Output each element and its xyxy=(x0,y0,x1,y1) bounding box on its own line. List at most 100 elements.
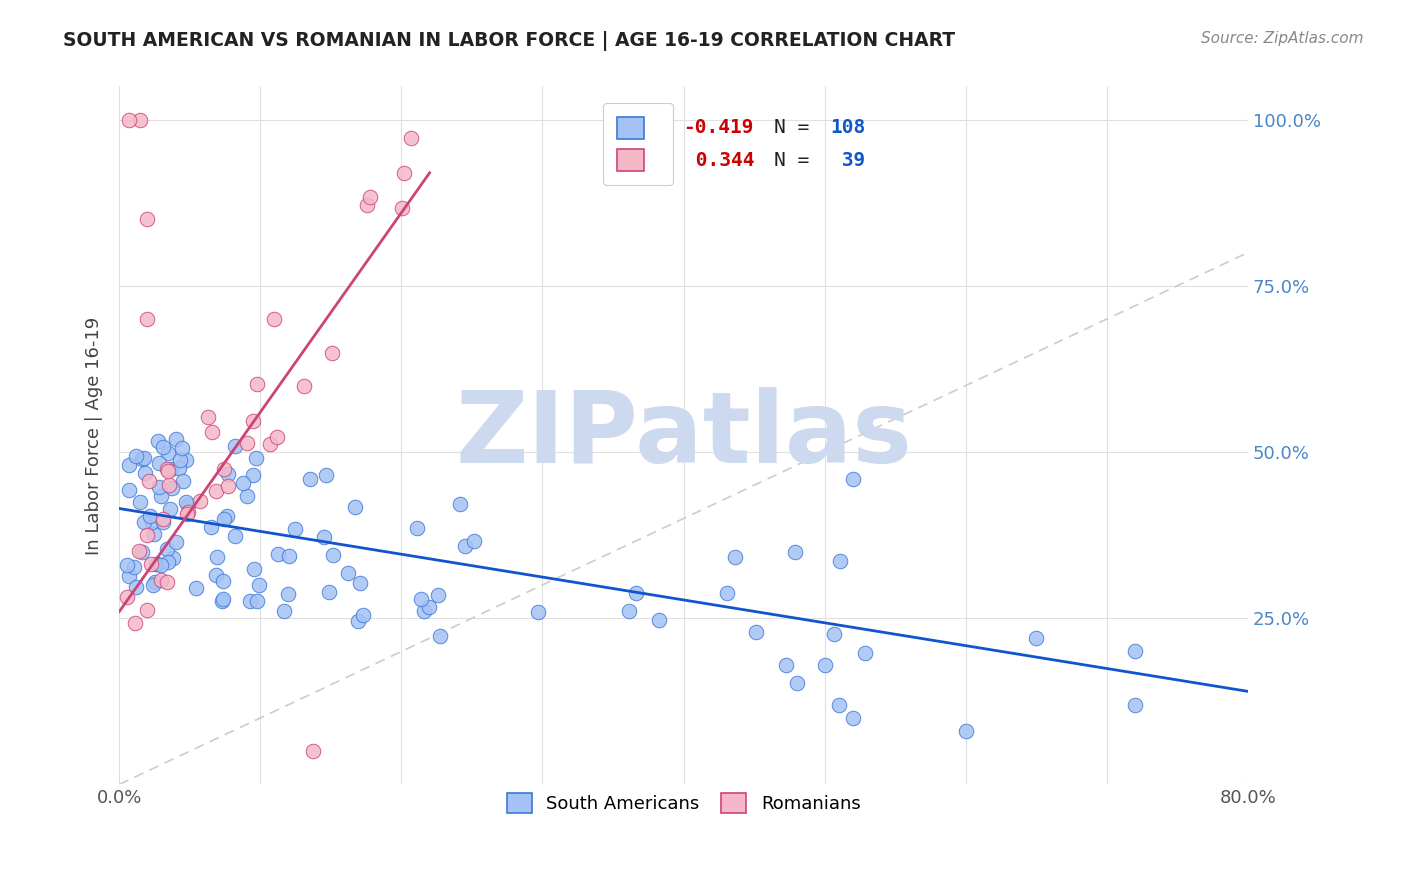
Point xyxy=(128,495,150,509)
Point xyxy=(312,530,335,544)
Point xyxy=(453,539,475,553)
Point xyxy=(236,435,259,450)
Point xyxy=(159,501,181,516)
Text: Source: ZipAtlas.com: Source: ZipAtlas.com xyxy=(1201,31,1364,46)
Point xyxy=(115,558,138,573)
Point xyxy=(842,711,865,725)
Point xyxy=(247,578,270,592)
Point xyxy=(277,587,299,601)
Point xyxy=(724,550,747,565)
Point xyxy=(157,478,180,492)
Point xyxy=(783,545,806,559)
Point xyxy=(188,494,211,508)
Point xyxy=(648,613,671,627)
Point xyxy=(239,594,262,608)
Point xyxy=(201,425,224,439)
Point xyxy=(259,437,281,451)
Point xyxy=(156,574,179,589)
Point xyxy=(217,467,239,482)
Point xyxy=(429,629,451,643)
Point xyxy=(224,529,246,543)
Point xyxy=(263,311,285,326)
Point xyxy=(125,580,148,594)
Point xyxy=(148,434,170,449)
Point xyxy=(617,604,640,618)
Point xyxy=(138,474,160,488)
Text: -0.419: -0.419 xyxy=(683,118,754,136)
Point xyxy=(352,607,374,622)
Point xyxy=(200,520,222,534)
Point xyxy=(135,212,157,227)
Point xyxy=(134,467,156,481)
Point xyxy=(152,441,174,455)
Point xyxy=(266,430,288,444)
Point xyxy=(1025,631,1047,645)
Point xyxy=(786,676,808,690)
Point xyxy=(167,461,190,475)
Point xyxy=(427,588,450,602)
Point xyxy=(392,166,415,180)
Point xyxy=(463,534,485,549)
Point xyxy=(315,467,337,482)
Point xyxy=(232,475,254,490)
Point xyxy=(156,555,179,569)
Point xyxy=(128,544,150,558)
Point xyxy=(215,508,238,523)
Point xyxy=(125,449,148,463)
Point xyxy=(136,528,159,542)
Point xyxy=(321,346,343,360)
Point xyxy=(1123,698,1146,712)
Text: N =: N = xyxy=(773,118,821,136)
Point xyxy=(150,574,173,588)
Text: N =: N = xyxy=(773,151,821,169)
Point xyxy=(292,378,315,392)
Point xyxy=(139,509,162,524)
Point xyxy=(136,603,159,617)
Point xyxy=(141,515,163,529)
Point xyxy=(955,724,977,739)
Point xyxy=(853,646,876,660)
Point xyxy=(176,508,198,522)
Point xyxy=(174,452,197,467)
Point xyxy=(118,458,141,473)
Point xyxy=(132,451,155,466)
Point xyxy=(159,462,181,476)
Text: SOUTH AMERICAN VS ROMANIAN IN LABOR FORCE | AGE 16-19 CORRELATION CHART: SOUTH AMERICAN VS ROMANIAN IN LABOR FORC… xyxy=(63,31,956,51)
Point xyxy=(267,547,290,561)
Point xyxy=(135,312,157,326)
Point xyxy=(418,599,440,614)
Point xyxy=(284,523,307,537)
Point xyxy=(322,548,344,562)
Point xyxy=(156,464,179,478)
Point xyxy=(243,562,266,576)
Point xyxy=(176,498,198,512)
Point xyxy=(527,605,550,619)
Point xyxy=(146,558,169,572)
Point xyxy=(176,505,198,519)
Point xyxy=(118,568,141,582)
Point xyxy=(142,578,165,592)
Point xyxy=(245,451,267,466)
Point xyxy=(197,409,219,424)
Point xyxy=(359,190,381,204)
Point xyxy=(132,515,155,529)
Point xyxy=(775,658,797,673)
Point xyxy=(124,615,146,630)
Point xyxy=(184,581,207,595)
Point xyxy=(152,512,174,526)
Text: R =: R = xyxy=(621,118,668,136)
Point xyxy=(165,432,187,446)
Point xyxy=(204,568,226,582)
Point xyxy=(149,558,172,573)
Point xyxy=(406,521,429,535)
Point xyxy=(716,586,738,600)
Point xyxy=(814,657,837,672)
Point xyxy=(129,112,152,127)
Point xyxy=(401,131,423,145)
Point xyxy=(236,489,259,503)
Point xyxy=(449,497,471,511)
Point xyxy=(823,627,845,641)
Text: 108: 108 xyxy=(831,118,866,136)
Point xyxy=(391,201,413,215)
Point xyxy=(152,515,174,529)
